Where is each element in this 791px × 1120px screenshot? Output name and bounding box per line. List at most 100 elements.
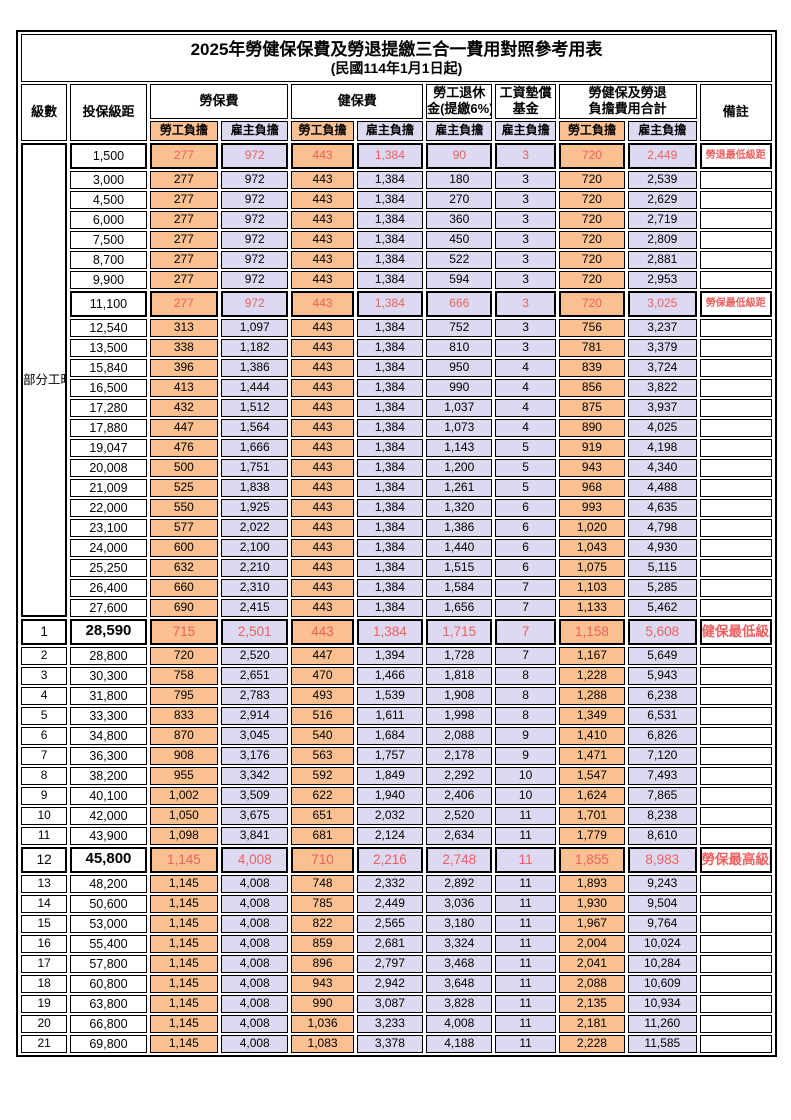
pension-employer-cell: 270 xyxy=(426,190,493,209)
health-employer-cell: 1,384 xyxy=(356,318,424,337)
header-health-insurance: 健保費 xyxy=(291,84,424,119)
total-employer-cell: 4,198 xyxy=(628,438,697,457)
table-row: 27,600 690 2,415 443 1,384 1,656 7 1,133 5,462 xyxy=(21,598,772,617)
total-employee-cell: 943 xyxy=(558,458,626,477)
table-row: 20,008 500 1,751 443 1,384 1,200 5 943 4,340 xyxy=(21,458,772,477)
labor-employer-cell: 3,841 xyxy=(221,826,289,845)
table-row: 23,100 577 2,022 443 1,384 1,386 6 1,020 4,798 xyxy=(21,518,772,537)
bracket-cell: 50,600 xyxy=(70,894,147,913)
total-employer-cell: 11,260 xyxy=(628,1014,697,1033)
total-employee-cell: 781 xyxy=(558,338,626,357)
total-employer-cell: 4,635 xyxy=(628,498,697,517)
note-cell xyxy=(699,458,772,477)
health-employer-cell: 1,611 xyxy=(356,706,424,725)
note-cell xyxy=(699,558,772,577)
health-employee-cell: 748 xyxy=(291,874,354,893)
wage-fund-employer-cell: 4 xyxy=(495,418,556,437)
total-employer-cell: 5,649 xyxy=(628,646,697,665)
labor-employer-cell: 972 xyxy=(221,190,289,209)
wage-fund-employer-cell: 11 xyxy=(495,1034,556,1053)
level-cell: 11 xyxy=(21,826,68,845)
health-employer-cell: 2,032 xyxy=(356,806,424,825)
labor-employer-cell: 4,008 xyxy=(221,914,289,933)
health-employee-cell: 443 xyxy=(291,290,354,317)
total-employer-cell: 10,024 xyxy=(628,934,697,953)
bracket-cell: 60,800 xyxy=(70,974,147,993)
note-cell xyxy=(699,478,772,497)
wage-fund-employer-cell: 3 xyxy=(495,190,556,209)
bracket-cell: 9,900 xyxy=(70,270,147,289)
health-employee-cell: 622 xyxy=(291,786,354,805)
health-employee-cell: 443 xyxy=(291,378,354,397)
wage-fund-employer-cell: 5 xyxy=(495,478,556,497)
note-cell: 健保最低級距 xyxy=(699,618,772,645)
header-wage-fund-line1: 工資墊償 xyxy=(499,85,552,100)
health-employer-cell: 1,384 xyxy=(356,270,424,289)
labor-employee-cell: 476 xyxy=(149,438,219,457)
labor-employee-cell: 1,145 xyxy=(149,994,219,1013)
bracket-cell: 11,100 xyxy=(70,290,147,317)
wage-fund-employer-cell: 3 xyxy=(495,318,556,337)
labor-employee-cell: 500 xyxy=(149,458,219,477)
pension-employer-cell: 2,520 xyxy=(426,806,493,825)
table-row: 6 34,800 870 3,045 540 1,684 2,088 9 1,410 6,826 xyxy=(21,726,772,745)
note-cell xyxy=(699,786,772,805)
note-cell xyxy=(699,598,772,617)
labor-employer-cell: 4,008 xyxy=(221,894,289,913)
pension-employer-cell: 1,037 xyxy=(426,398,493,417)
table-row: 2 28,800 720 2,520 447 1,394 1,728 7 1,167 5,649 xyxy=(21,646,772,665)
total-employee-cell: 1,779 xyxy=(558,826,626,845)
note-cell xyxy=(699,538,772,557)
total-employee-cell: 1,547 xyxy=(558,766,626,785)
labor-employee-cell: 1,145 xyxy=(149,954,219,973)
note-cell: 勞退最低級距 xyxy=(699,142,772,169)
note-cell xyxy=(699,646,772,665)
pension-employer-cell: 3,324 xyxy=(426,934,493,953)
labor-employer-cell: 1,386 xyxy=(221,358,289,377)
total-employer-cell: 7,493 xyxy=(628,766,697,785)
health-employer-cell: 2,681 xyxy=(356,934,424,953)
pension-employer-cell: 2,634 xyxy=(426,826,493,845)
bracket-cell: 15,840 xyxy=(70,358,147,377)
bracket-cell: 3,000 xyxy=(70,170,147,189)
subheader-labor-employee: 勞工負擔 xyxy=(149,120,219,141)
pension-employer-cell: 3,648 xyxy=(426,974,493,993)
table-row: 19,047 476 1,666 443 1,384 1,143 5 919 4,198 xyxy=(21,438,772,457)
labor-employee-cell: 550 xyxy=(149,498,219,517)
labor-employee-cell: 833 xyxy=(149,706,219,725)
pension-employer-cell: 950 xyxy=(426,358,493,377)
health-employee-cell: 859 xyxy=(291,934,354,953)
pension-employer-cell: 666 xyxy=(426,290,493,317)
bracket-cell: 17,280 xyxy=(70,398,147,417)
bracket-cell: 55,400 xyxy=(70,934,147,953)
wage-fund-employer-cell: 3 xyxy=(495,210,556,229)
labor-employer-cell: 1,182 xyxy=(221,338,289,357)
total-employer-cell: 7,865 xyxy=(628,786,697,805)
total-employer-cell: 8,983 xyxy=(628,846,697,873)
pension-employer-cell: 1,908 xyxy=(426,686,493,705)
total-employee-cell: 2,041 xyxy=(558,954,626,973)
bracket-cell: 31,800 xyxy=(70,686,147,705)
total-employer-cell: 4,025 xyxy=(628,418,697,437)
pension-employer-cell: 1,584 xyxy=(426,578,493,597)
note-cell xyxy=(699,250,772,269)
health-employee-cell: 681 xyxy=(291,826,354,845)
note-cell xyxy=(699,358,772,377)
health-employer-cell: 1,384 xyxy=(356,378,424,397)
bracket-cell: 34,800 xyxy=(70,726,147,745)
pension-employer-cell: 2,748 xyxy=(426,846,493,873)
labor-employee-cell: 277 xyxy=(149,142,219,169)
health-employee-cell: 443 xyxy=(291,338,354,357)
table-row: 14 50,600 1,145 4,008 785 2,449 3,036 11 1,930 9,… xyxy=(21,894,772,913)
health-employer-cell: 2,449 xyxy=(356,894,424,913)
labor-employee-cell: 1,145 xyxy=(149,874,219,893)
bracket-cell: 17,880 xyxy=(70,418,147,437)
total-employee-cell: 2,088 xyxy=(558,974,626,993)
note-cell xyxy=(699,378,772,397)
table-row: 17 57,800 1,145 4,008 896 2,797 3,468 11 2,041 10… xyxy=(21,954,772,973)
wage-fund-employer-cell: 11 xyxy=(495,826,556,845)
pension-employer-cell: 1,818 xyxy=(426,666,493,685)
total-employer-cell: 2,953 xyxy=(628,270,697,289)
note-cell xyxy=(699,418,772,437)
total-employer-cell: 6,826 xyxy=(628,726,697,745)
